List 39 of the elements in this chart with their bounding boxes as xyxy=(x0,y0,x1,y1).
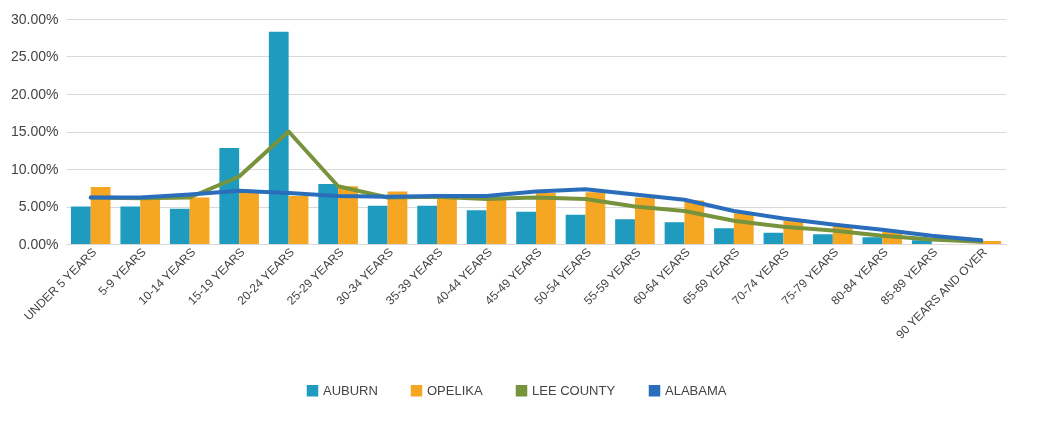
legend-label: LEE COUNTY xyxy=(532,382,616,398)
bar xyxy=(536,193,556,244)
bar xyxy=(219,148,240,244)
bar xyxy=(565,214,586,244)
y-tick-label: 0.00% xyxy=(18,235,59,252)
bar xyxy=(70,206,91,244)
bar xyxy=(813,234,833,244)
bar xyxy=(466,210,487,244)
bar xyxy=(486,198,507,244)
legend-label: AUBURN xyxy=(323,382,378,398)
legend-label: ALABAMA xyxy=(665,382,727,398)
bar xyxy=(615,219,635,244)
bar xyxy=(268,31,289,244)
bar xyxy=(288,196,309,244)
bar xyxy=(763,232,784,244)
y-tick-label: 5.00% xyxy=(18,198,59,214)
bar xyxy=(90,187,111,244)
bar xyxy=(862,237,883,244)
bar xyxy=(140,199,160,244)
y-tick-label: 25.00% xyxy=(11,48,59,64)
y-tick-label: 15.00% xyxy=(11,123,59,139)
bar xyxy=(318,184,339,244)
y-tick-label: 30.00% xyxy=(11,10,59,27)
y-tick-label: 20.00% xyxy=(11,85,59,102)
bar xyxy=(169,208,190,244)
bar xyxy=(120,206,141,244)
bar xyxy=(664,222,685,244)
y-tick-label: 10.00% xyxy=(11,160,59,177)
bar xyxy=(714,228,734,244)
bar xyxy=(189,197,210,244)
legend-label: OPELIKA xyxy=(427,382,483,398)
bar xyxy=(239,192,259,244)
bar xyxy=(417,205,438,244)
bar xyxy=(367,205,388,244)
bar xyxy=(981,241,1002,244)
bar xyxy=(516,211,536,244)
bar xyxy=(585,192,606,244)
line-series xyxy=(88,187,984,243)
bar xyxy=(437,197,457,244)
